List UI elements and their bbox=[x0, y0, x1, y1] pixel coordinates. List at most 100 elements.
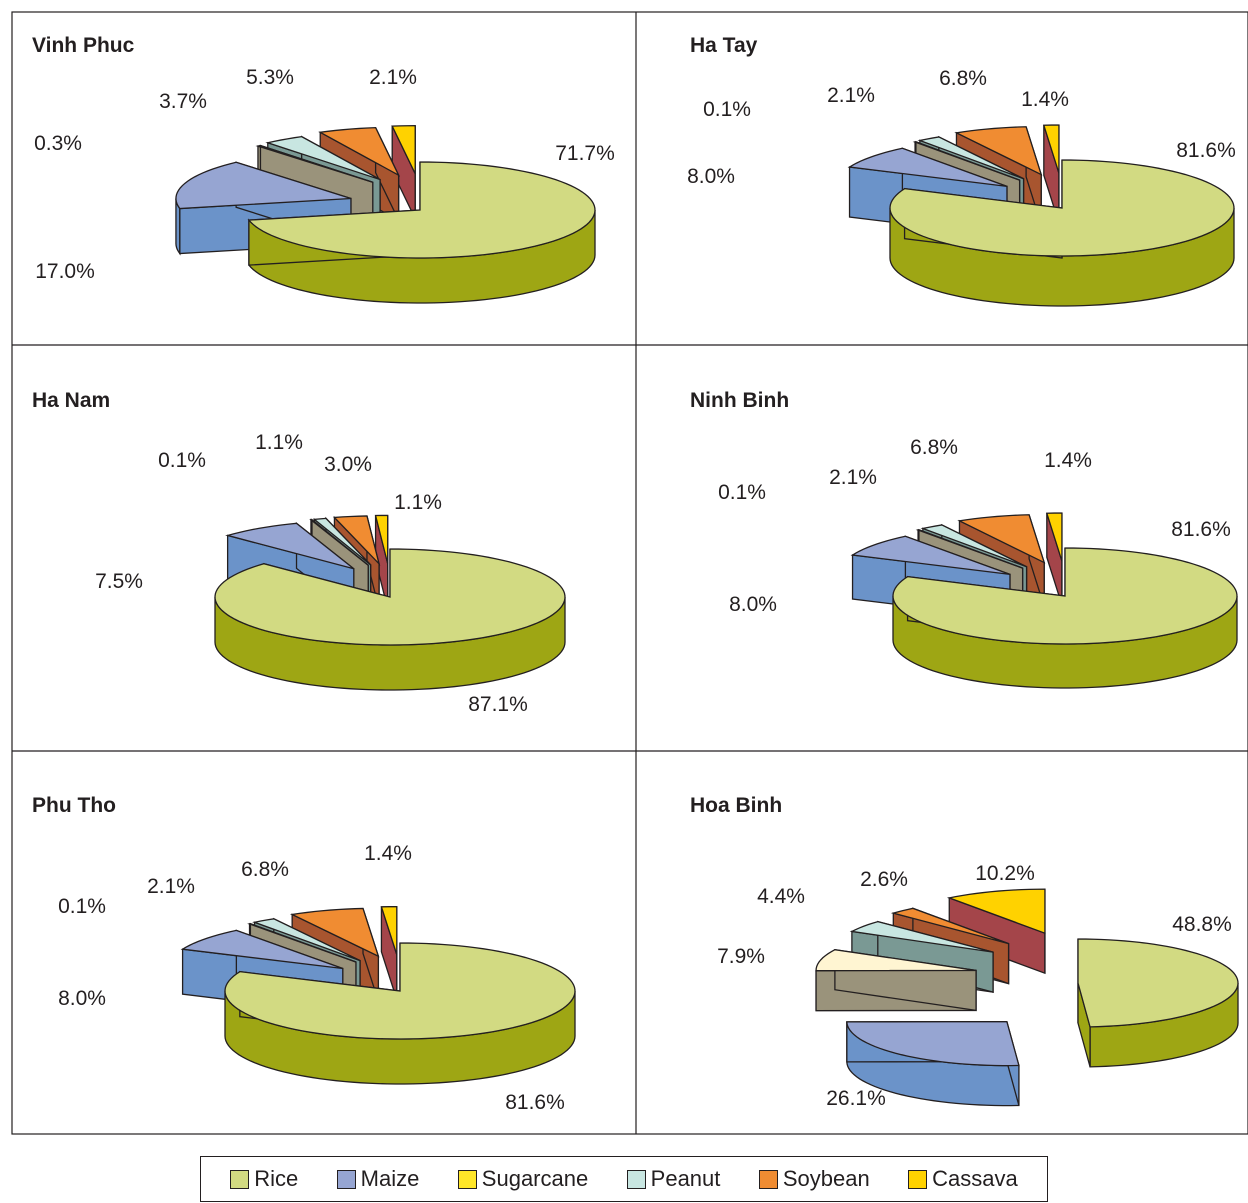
panel-title: Ninh Binh bbox=[690, 389, 789, 412]
slice-maize-top bbox=[225, 522, 355, 570]
data-label-maize: 8.0% bbox=[58, 987, 106, 1010]
data-label-rice: 81.6% bbox=[1171, 518, 1231, 541]
pie-chart-figure: Vinh Phuc 71.7% 17.0% 0.3% 3.7% 5.3% 2.1% Ha Ta… bbox=[11, 11, 1248, 1135]
data-label-soybean: 2.6% bbox=[860, 868, 908, 891]
chart-legend: Rice Maize Sugarcane Peanut Soybean Cass… bbox=[200, 1156, 1048, 1202]
pie-panel-ha-nam: Ha Nam 87.1% 7.5% 0.1% 1.1% 3.0% 1.1% bbox=[32, 389, 566, 716]
pie-slice-rice bbox=[214, 548, 566, 691]
data-label-soybean: 3.0% bbox=[324, 453, 372, 476]
data-label-rice: 71.7% bbox=[555, 142, 615, 165]
slice-sugarcane-top bbox=[374, 514, 389, 564]
legend-item-cassava: Cassava bbox=[908, 1166, 1018, 1192]
data-label-peanut: 2.1% bbox=[147, 875, 195, 898]
data-label-peanut: 1.1% bbox=[255, 431, 303, 454]
slice-maize-top bbox=[180, 929, 343, 970]
slice-rice-top bbox=[224, 942, 576, 1040]
slice-rice-top bbox=[1077, 938, 1239, 1028]
pie-slice-sugarcane bbox=[1042, 124, 1060, 224]
legend-item-peanut: Peanut bbox=[626, 1166, 720, 1192]
slice-soybean-top bbox=[957, 514, 1046, 564]
data-label-sugarcane: 1.4% bbox=[364, 842, 412, 865]
pie-slice-sugarcane bbox=[1045, 512, 1063, 606]
legend-label-sugarcane: Sugarcane bbox=[481, 1166, 589, 1191]
slice-cassava-top bbox=[247, 923, 357, 963]
slice-cassava-top bbox=[309, 519, 369, 566]
data-label-rice: 81.6% bbox=[1176, 139, 1236, 162]
pie-slice-rice bbox=[892, 547, 1238, 689]
data-label-maize: 8.0% bbox=[729, 593, 777, 616]
slice-sugarcane-top bbox=[1042, 124, 1060, 174]
legend-label-rice: Rice bbox=[254, 1166, 299, 1191]
slice-rice-top bbox=[214, 548, 566, 646]
data-label-maize: 17.0% bbox=[35, 260, 95, 283]
data-label-sugarcane: 10.2% bbox=[975, 862, 1035, 885]
legend-item-soybean: Soybean bbox=[758, 1166, 870, 1192]
slice-cassava-top bbox=[915, 529, 1023, 569]
data-label-cassava: 0.3% bbox=[34, 132, 82, 155]
legend-label-soybean: Soybean bbox=[782, 1166, 870, 1191]
pie-slice-maize bbox=[846, 1020, 1020, 1107]
slice-soybean-top bbox=[954, 126, 1043, 176]
panel-title: Hoa Binh bbox=[690, 794, 782, 817]
pie-slice-rice bbox=[247, 161, 596, 304]
data-label-rice: 48.8% bbox=[1172, 913, 1232, 936]
panel-title: Phu Tho bbox=[32, 794, 116, 817]
data-label-cassava: 7.9% bbox=[717, 945, 765, 968]
data-label-cassava: 0.1% bbox=[58, 895, 106, 918]
data-label-sugarcane: 1.4% bbox=[1021, 88, 1069, 111]
slice-cassava-top bbox=[255, 144, 373, 183]
data-label-maize: 8.0% bbox=[687, 165, 735, 188]
data-label-cassava: 0.1% bbox=[718, 481, 766, 504]
data-label-peanut: 2.1% bbox=[829, 466, 877, 489]
slice-maize-top bbox=[847, 147, 1008, 188]
slice-soybean-top bbox=[318, 126, 401, 177]
legend-swatch-maize bbox=[336, 1169, 356, 1189]
slice-peanut-top bbox=[252, 918, 361, 962]
panel-title: Ha Tay bbox=[690, 34, 758, 57]
slice-sugarcane-top bbox=[380, 905, 398, 955]
slice-peanut-top bbox=[920, 524, 1027, 568]
slice-soybean-top bbox=[332, 515, 381, 567]
legend-label-maize: Maize bbox=[360, 1166, 420, 1191]
pie-slice-cassava bbox=[815, 948, 977, 1012]
legend-label-cassava: Cassava bbox=[932, 1166, 1018, 1191]
slice-sugarcane-top bbox=[1045, 512, 1063, 562]
data-label-soybean: 6.8% bbox=[910, 436, 958, 459]
pie-panel-vinh-phuc: Vinh Phuc 71.7% 17.0% 0.3% 3.7% 5.3% 2.1% bbox=[32, 34, 615, 304]
pie-slice-rice bbox=[1077, 938, 1239, 1068]
legend-item-sugarcane: Sugarcane bbox=[457, 1166, 589, 1192]
pie-panel-ha-tay: Ha Tay 81.6% 8.0% 0.1% 2.1% 6.8% 1.4% bbox=[687, 34, 1236, 307]
slice-maize-top bbox=[175, 161, 352, 210]
pie-panel-phu-tho: Phu Tho 81.6% 8.0% 0.1% 2.1% 6.8% 1.4% bbox=[32, 794, 576, 1114]
legend-item-maize: Maize bbox=[336, 1166, 420, 1192]
data-label-peanut: 3.7% bbox=[159, 90, 207, 113]
legend-swatch-cassava bbox=[908, 1169, 928, 1189]
panel-title: Vinh Phuc bbox=[32, 34, 135, 57]
data-label-sugarcane: 1.1% bbox=[394, 491, 442, 514]
slice-maize-top bbox=[850, 535, 1011, 576]
data-label-maize: 7.5% bbox=[95, 570, 143, 593]
data-label-soybean: 5.3% bbox=[246, 66, 294, 89]
panel-title: Ha Nam bbox=[32, 389, 110, 412]
pie-slice-rice bbox=[889, 159, 1235, 307]
slice-peanut-top bbox=[312, 517, 372, 566]
slice-rice-top bbox=[889, 159, 1235, 257]
data-label-cassava: 0.1% bbox=[158, 449, 206, 472]
slice-peanut-top bbox=[917, 136, 1024, 180]
slice-cassava-top bbox=[815, 949, 977, 972]
legend-item-rice: Rice bbox=[230, 1166, 298, 1192]
slice-maize-top bbox=[846, 1020, 1020, 1067]
pie-slice-sugarcane bbox=[380, 905, 398, 1000]
slice-peanut-top bbox=[265, 135, 381, 181]
data-label-peanut: 4.4% bbox=[757, 885, 805, 908]
slice-soybean-top bbox=[289, 907, 380, 958]
data-label-sugarcane: 2.1% bbox=[369, 66, 417, 89]
data-label-maize: 26.1% bbox=[826, 1087, 886, 1110]
pie-panel-hoa-binh: Hoa Binh 48.8% 26.1% 7.9% 4.4% 2.6% 10.2% bbox=[690, 794, 1239, 1110]
slice-rice-top bbox=[892, 547, 1238, 645]
data-label-rice: 81.6% bbox=[505, 1091, 565, 1114]
pie-panel-ninh-binh: Ninh Binh 81.6% 8.0% 0.1% 2.1% 6.8% 1.4% bbox=[690, 389, 1238, 689]
data-label-sugarcane: 1.4% bbox=[1044, 449, 1092, 472]
data-label-soybean: 6.8% bbox=[939, 67, 987, 90]
legend-swatch-soybean bbox=[758, 1169, 778, 1189]
